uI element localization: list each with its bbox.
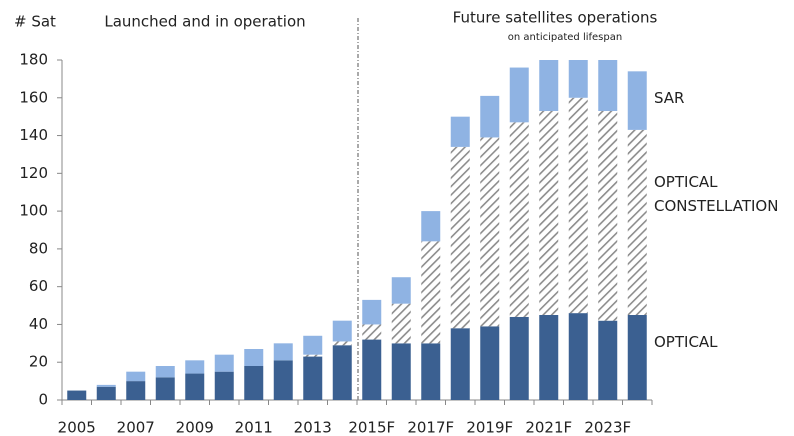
- bar-segment: [391, 277, 411, 304]
- x-tick-label: 2007: [117, 419, 155, 436]
- bar-segment: [539, 315, 559, 400]
- bar-segment: [303, 356, 323, 400]
- y-axis-label: # Sat: [14, 13, 56, 31]
- y-tick-label: 40: [29, 315, 48, 333]
- bar-segment: [568, 313, 588, 400]
- bar-segment: [214, 371, 234, 400]
- bar-segment: [303, 335, 323, 355]
- bar-segment: [509, 67, 529, 123]
- bar-segment: [332, 341, 352, 346]
- y-tick-label: 180: [19, 51, 48, 69]
- bar-segment: [539, 60, 559, 111]
- bar-segment: [598, 60, 618, 111]
- x-tick-label: 2021F: [525, 419, 572, 436]
- bar-segment: [185, 360, 205, 374]
- bar-segment: [362, 324, 382, 340]
- bar-segment: [480, 137, 500, 327]
- x-tick-label: 2015F: [348, 419, 395, 436]
- annotation: on anticipated lifespan: [508, 32, 622, 43]
- y-tick-label: 140: [19, 126, 48, 144]
- bar-segment: [303, 354, 323, 357]
- chart-title: Launched and in operation: [104, 13, 305, 31]
- bar-segment: [96, 384, 116, 387]
- x-tick-label: 2005: [58, 419, 96, 436]
- x-tick-label: 2009: [176, 419, 214, 436]
- bar-segment: [627, 71, 647, 130]
- bar-segment: [450, 146, 470, 329]
- bar-segment: [391, 303, 411, 344]
- bar-segment: [67, 390, 87, 400]
- bar-segment: [155, 366, 175, 378]
- bar-segment: [568, 60, 588, 98]
- bar-segment: [421, 211, 441, 242]
- bar-segment: [185, 373, 205, 400]
- bar-segment: [362, 299, 382, 325]
- bar-segment: [126, 371, 146, 382]
- legend-label: OPTICAL: [654, 333, 718, 351]
- y-tick-label: 20: [29, 353, 48, 371]
- bar-segment: [450, 116, 470, 147]
- legend-label: SAR: [654, 89, 685, 107]
- legend-label: OPTICAL CONSTELLATION: [654, 173, 779, 215]
- x-tick-label: 2019F: [466, 419, 513, 436]
- bar-segment: [627, 315, 647, 400]
- bar-segment: [509, 316, 529, 400]
- bar-segment: [96, 386, 116, 400]
- bar-segment: [244, 349, 264, 366]
- bar-segment: [155, 377, 175, 400]
- bar-segment: [244, 366, 264, 400]
- bar-segment: [273, 343, 293, 361]
- bar-segment: [539, 111, 559, 315]
- x-tick-label: 2017F: [407, 419, 454, 436]
- y-tick-label: 160: [19, 88, 48, 106]
- x-tick-label: 2013: [294, 419, 332, 436]
- bar-segment: [421, 343, 441, 400]
- bar-segment: [480, 95, 500, 138]
- bar-segment: [598, 111, 618, 321]
- bar-segment: [391, 343, 411, 400]
- x-tick-label: 2023F: [584, 419, 631, 436]
- y-tick-label: 0: [38, 391, 48, 409]
- bar-segment: [332, 345, 352, 400]
- chart-subtitle: Future satellites operations: [453, 9, 658, 27]
- bar-segment: [480, 326, 500, 400]
- bar-segment: [273, 360, 293, 400]
- y-tick-label: 100: [19, 202, 48, 220]
- bar-segment: [214, 354, 234, 372]
- bar-segment: [362, 339, 382, 400]
- bar-segment: [126, 381, 146, 400]
- y-tick-label: 80: [29, 239, 48, 257]
- bar-segment: [568, 97, 588, 314]
- bar-segment: [332, 320, 352, 342]
- bar-segment: [450, 328, 470, 400]
- y-tick-label: 60: [29, 277, 48, 295]
- bar-segment: [598, 320, 618, 400]
- bar-segment: [509, 122, 529, 317]
- x-tick-label: 2011: [235, 419, 273, 436]
- bar-segment: [627, 129, 647, 315]
- bar-segment: [421, 241, 441, 344]
- y-tick-label: 120: [19, 164, 48, 182]
